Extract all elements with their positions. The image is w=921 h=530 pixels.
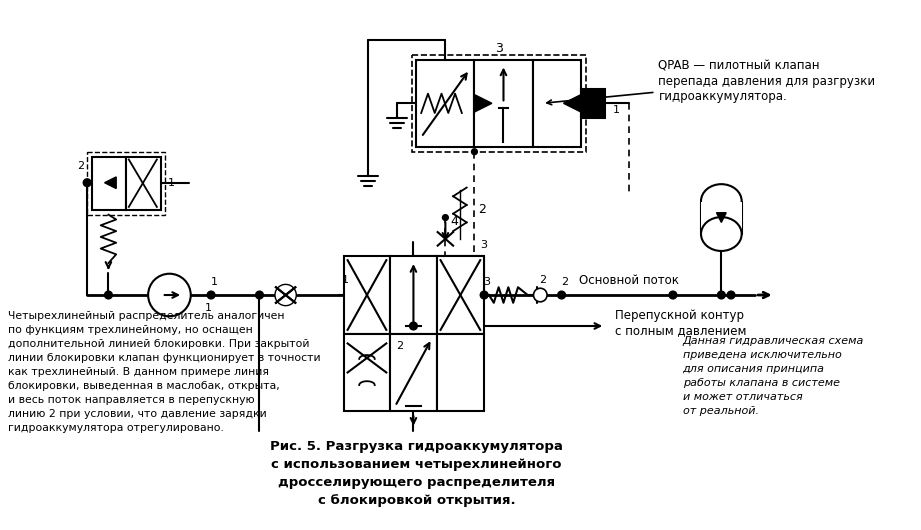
Bar [344, 334, 391, 411]
Circle shape [256, 291, 263, 299]
Bar [701, 202, 741, 236]
Bar [391, 257, 437, 334]
Text: 3: 3 [484, 277, 491, 287]
Text: Данная гидравлическая схема
приведена исключительно
для описания принципа
работы: Данная гидравлическая схема приведена ис… [682, 335, 864, 416]
Circle shape [472, 149, 477, 155]
Bar [437, 334, 484, 411]
Text: 1: 1 [343, 276, 349, 285]
Circle shape [410, 322, 417, 330]
Text: Перепускной контур
с полным давлением: Перепускной контур с полным давлением [615, 309, 746, 337]
Bar [532, 60, 581, 147]
Bar [391, 334, 437, 411]
Circle shape [669, 291, 677, 299]
Bar [474, 60, 532, 147]
Text: Рис. 5. Разгрузка гидроаккумулятора
с использованием четырехлинейного
дросселиру: Рис. 5. Разгрузка гидроаккумулятора с ис… [270, 440, 563, 507]
Circle shape [207, 291, 215, 299]
Polygon shape [474, 94, 492, 112]
Circle shape [717, 291, 725, 299]
Bar [416, 60, 474, 147]
Ellipse shape [701, 217, 741, 251]
Bar [126, 156, 161, 210]
Circle shape [728, 291, 735, 299]
Circle shape [275, 285, 297, 306]
Text: QPAB — пилотный клапан
перепада давления для разгрузки
гидроаккумулятора.: QPAB — пилотный клапан перепада давления… [547, 60, 876, 105]
Circle shape [558, 291, 565, 299]
Circle shape [480, 291, 488, 299]
Polygon shape [105, 177, 116, 189]
Text: 2: 2 [561, 277, 568, 287]
Text: Основной поток: Основной поток [579, 275, 679, 287]
Bar [437, 257, 484, 334]
Circle shape [148, 273, 191, 316]
Text: 2: 2 [76, 161, 84, 171]
Text: 1: 1 [211, 277, 217, 287]
Text: 3: 3 [495, 42, 503, 55]
Text: 1: 1 [204, 303, 212, 313]
Ellipse shape [701, 184, 741, 218]
Circle shape [83, 179, 91, 187]
Text: 4: 4 [450, 215, 458, 228]
Text: 1: 1 [168, 178, 174, 188]
Text: Четырехлинейный распределитель аналогичен
по функциям трехлинейному, но оснащен
: Четырехлинейный распределитель аналогиче… [7, 312, 321, 434]
Bar [92, 156, 126, 210]
Text: 3: 3 [481, 240, 487, 250]
Bar [344, 257, 391, 334]
Polygon shape [564, 94, 581, 112]
Circle shape [105, 291, 112, 299]
Text: 2: 2 [396, 341, 403, 351]
Circle shape [442, 215, 449, 220]
Text: 1: 1 [612, 105, 620, 115]
Circle shape [533, 288, 547, 302]
Bar [581, 89, 605, 118]
Text: 2: 2 [478, 204, 486, 216]
Polygon shape [717, 213, 726, 223]
Text: 2: 2 [540, 276, 547, 285]
